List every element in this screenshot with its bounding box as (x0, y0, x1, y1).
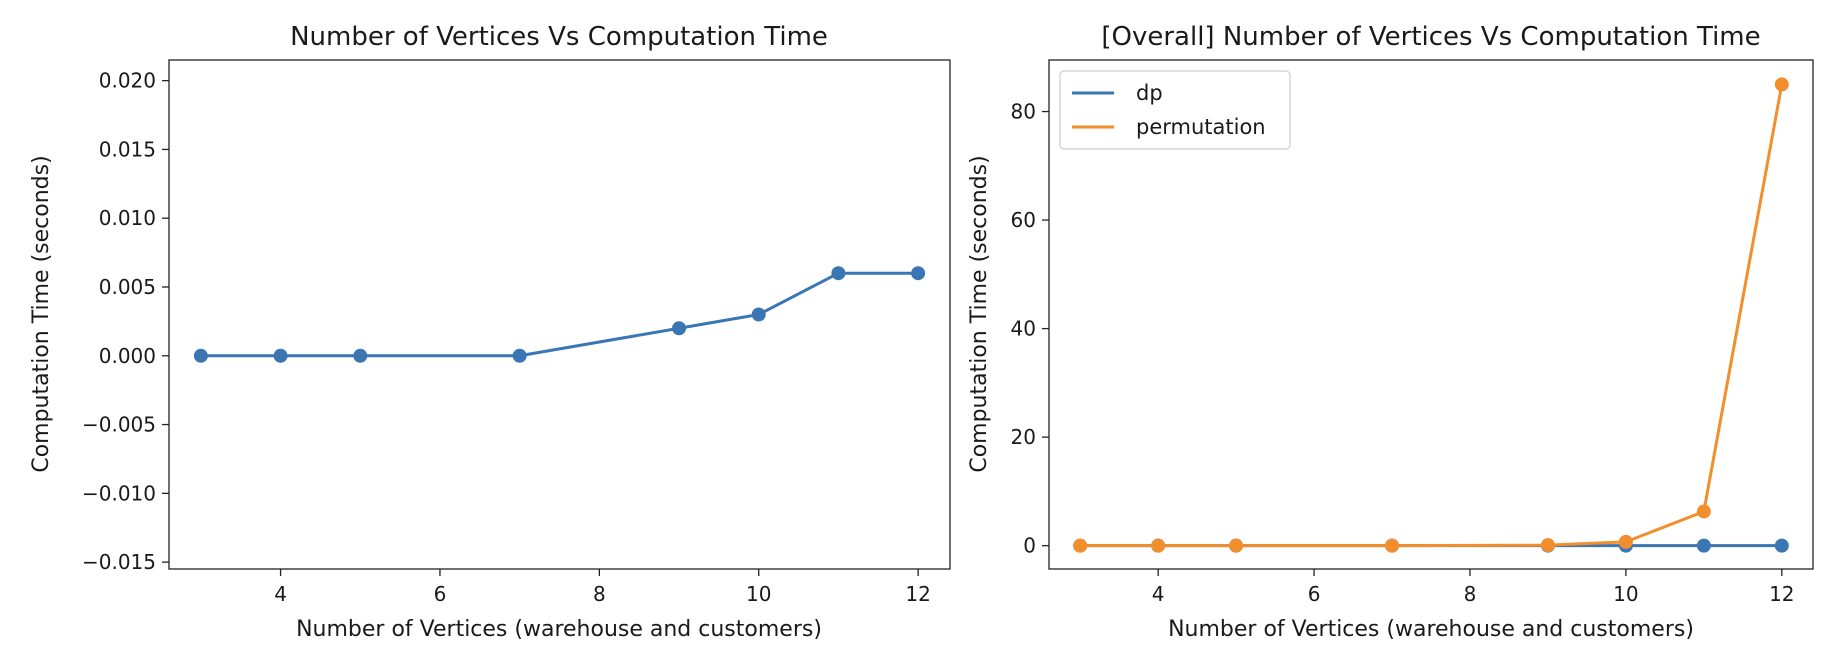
y-tick-label: 80 (1011, 100, 1036, 124)
legend-label-permutation: permutation (1136, 115, 1266, 139)
x-tick-label: 4 (274, 582, 287, 606)
x-tick-label: 4 (1152, 582, 1165, 606)
data-point (1774, 538, 1789, 553)
chart-left: Number of Vertices Vs Computation Time 4… (29, 22, 951, 642)
legend-label-dp: dp (1136, 81, 1163, 105)
y-tick-label: 0.020 (99, 69, 156, 93)
chart-right-series (1073, 77, 1789, 553)
data-point (831, 266, 846, 281)
chart-right: [Overall] Number of Vertices Vs Computat… (967, 22, 1814, 642)
data-point (512, 348, 527, 363)
chart-left-x-ticks: 4 6 8 10 12 (274, 569, 931, 606)
y-tick-label: 0.000 (99, 344, 156, 368)
y-tick-label: 0.005 (99, 275, 156, 299)
data-point (751, 307, 766, 322)
y-tick-label: 40 (1011, 317, 1036, 341)
chart-right-x-ticks: 4 6 8 10 12 (1152, 569, 1795, 606)
data-point (1618, 534, 1633, 549)
chart-left-plot-frame (168, 59, 951, 570)
chart-left-y-ticks: −0.015 −0.010 −0.005 0.000 0.005 0.010 0.015 0.… (82, 69, 169, 574)
data-point (1151, 538, 1166, 553)
data-point (1696, 504, 1711, 519)
series-line (1080, 84, 1784, 548)
y-tick-label: 60 (1011, 208, 1036, 232)
y-tick-label: 0 (1023, 534, 1036, 558)
chart-right-y-ticks: 0 20 40 60 80 (1011, 100, 1049, 558)
series-line (200, 271, 919, 358)
chart-right-legend: dp permutation (1059, 70, 1291, 150)
legend-box (1059, 70, 1291, 150)
chart-left-x-axis-label: Number of Vertices (warehouse and custom… (296, 617, 822, 642)
x-tick-label: 8 (1464, 582, 1477, 606)
chart-right-y-axis-label: Computation Time (seconds) (967, 155, 992, 472)
x-tick-label: 10 (746, 582, 771, 606)
data-point (353, 348, 368, 363)
data-point (273, 348, 288, 363)
x-tick-label: 6 (434, 582, 447, 606)
data-point (1229, 538, 1244, 553)
data-point (193, 348, 208, 363)
x-tick-label: 12 (1769, 582, 1794, 606)
y-tick-label: −0.015 (82, 550, 156, 574)
chart-left-y-axis-label: Computation Time (seconds) (29, 155, 54, 472)
chart-right-title: [Overall] Number of Vertices Vs Computat… (1101, 22, 1760, 52)
y-tick-label: 0.010 (99, 206, 156, 230)
chart-left-title: Number of Vertices Vs Computation Time (290, 22, 828, 52)
y-tick-label: −0.010 (82, 481, 156, 505)
data-point (1696, 538, 1711, 553)
x-tick-label: 10 (1613, 582, 1638, 606)
chart-right-x-axis-label: Number of Vertices (warehouse and custom… (1168, 617, 1694, 642)
x-tick-label: 12 (905, 582, 930, 606)
x-tick-label: 6 (1308, 582, 1321, 606)
data-point (1774, 77, 1789, 92)
chart-right-plot-frame (1048, 59, 1814, 570)
data-point (911, 266, 926, 281)
data-point (1385, 538, 1400, 553)
data-point (672, 321, 687, 336)
data-point (1540, 538, 1555, 553)
y-tick-label: 0.015 (99, 137, 156, 161)
data-point (1073, 538, 1088, 553)
y-tick-label: 20 (1011, 425, 1036, 449)
x-tick-label: 8 (593, 582, 606, 606)
chart-left-series (193, 266, 926, 363)
y-tick-label: −0.005 (82, 413, 156, 437)
